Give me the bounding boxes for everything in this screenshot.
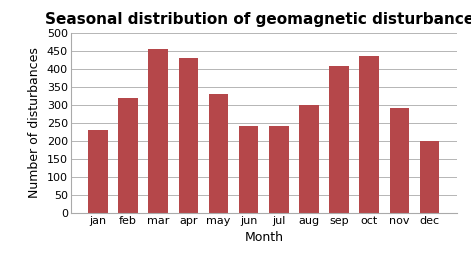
Bar bbox=[88, 130, 108, 213]
Bar bbox=[359, 56, 379, 213]
Bar bbox=[390, 108, 409, 213]
Bar bbox=[239, 126, 259, 213]
Bar bbox=[299, 105, 319, 213]
Bar bbox=[209, 94, 228, 213]
Bar bbox=[148, 49, 168, 213]
Bar bbox=[329, 66, 349, 213]
Title: Seasonal distribution of geomagnetic disturbances: Seasonal distribution of geomagnetic dis… bbox=[45, 13, 471, 27]
Bar bbox=[118, 98, 138, 213]
Bar bbox=[420, 141, 439, 213]
X-axis label: Month: Month bbox=[244, 231, 283, 244]
Bar bbox=[179, 58, 198, 213]
Bar bbox=[269, 126, 289, 213]
Y-axis label: Number of disturbances: Number of disturbances bbox=[28, 48, 41, 198]
